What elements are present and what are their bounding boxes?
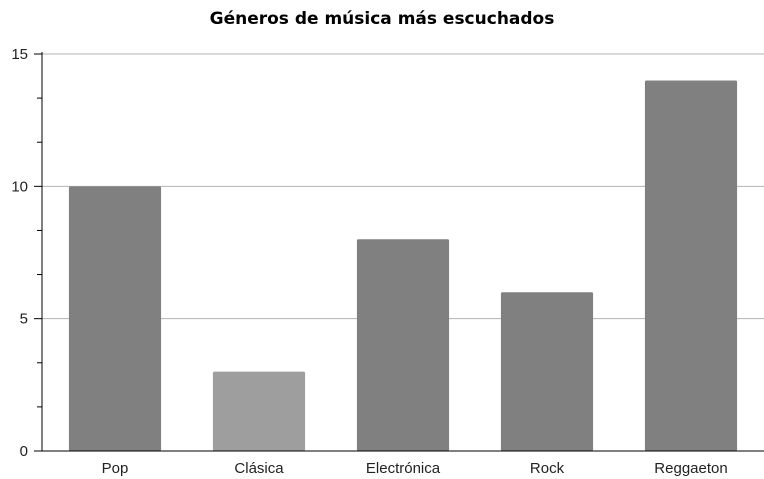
x-tick-label: Pop bbox=[102, 460, 129, 477]
chart-title: Géneros de música más escuchados bbox=[209, 9, 555, 29]
x-tick-label: Clásica bbox=[234, 460, 284, 477]
bar-reggaeton bbox=[644, 80, 738, 451]
tick-labels: Pop Clásica Electrónica Rock Reggaeton 0 5 10 15 bbox=[11, 46, 727, 477]
y-tick-label: 5 bbox=[20, 311, 28, 328]
bar-electrónica bbox=[356, 239, 450, 451]
y-tick-label: 10 bbox=[11, 178, 28, 195]
x-tick-label: Electrónica bbox=[366, 460, 441, 477]
bar-pop bbox=[68, 186, 162, 452]
y-tick-label: 15 bbox=[11, 46, 28, 63]
bars bbox=[68, 80, 738, 452]
x-tick-label: Rock bbox=[530, 460, 565, 477]
x-tick-label: Reggaeton bbox=[654, 460, 727, 477]
axes bbox=[34, 52, 764, 452]
bar-clásica bbox=[212, 371, 306, 451]
y-tick-label: 0 bbox=[20, 443, 28, 460]
bar-rock bbox=[500, 292, 594, 451]
